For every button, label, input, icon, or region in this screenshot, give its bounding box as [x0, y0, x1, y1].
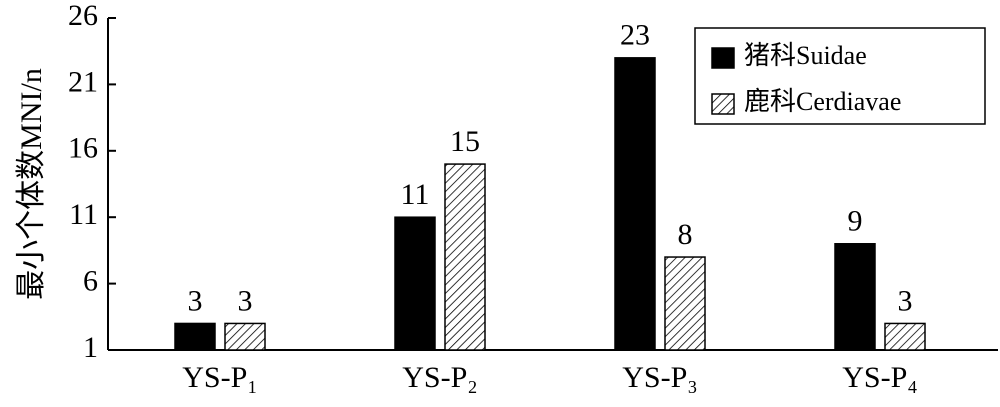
value-label: 9: [848, 205, 863, 238]
y-tick-label: 26: [68, 0, 98, 32]
legend-box: [694, 27, 986, 125]
bar: [664, 256, 706, 351]
legend-swatch: [711, 93, 735, 115]
y-tick-label: 1: [83, 331, 98, 364]
value-label: 3: [898, 284, 913, 317]
value-label: 15: [450, 125, 480, 158]
x-tick-label: YS-P₁: [182, 361, 257, 394]
value-label: 3: [238, 284, 253, 317]
value-label: 3: [188, 284, 203, 317]
bar: [444, 163, 486, 351]
value-label: 11: [401, 178, 430, 211]
value-label: 8: [678, 218, 693, 251]
x-tick-label: YS-P₃: [622, 361, 697, 394]
bar: [394, 216, 436, 351]
bar: [174, 322, 216, 351]
bar: [614, 57, 656, 351]
y-tick-label: 11: [69, 198, 98, 231]
x-tick-label: YS-P₄: [842, 361, 917, 394]
legend-swatch: [711, 47, 735, 69]
y-axis-label: 最小个体数MNI/n: [15, 68, 48, 300]
x-tick-label: YS-P₂: [402, 361, 477, 394]
legend-label: 猪科Suidae: [744, 41, 867, 70]
value-label: 23: [620, 19, 650, 52]
bar: [224, 322, 266, 351]
y-tick-label: 6: [83, 264, 98, 297]
y-tick-label: 21: [68, 65, 98, 98]
bar: [834, 243, 876, 351]
bar: [884, 322, 926, 351]
y-tick-label: 16: [68, 132, 98, 165]
legend-label: 鹿科Cerdiavae: [744, 87, 901, 116]
